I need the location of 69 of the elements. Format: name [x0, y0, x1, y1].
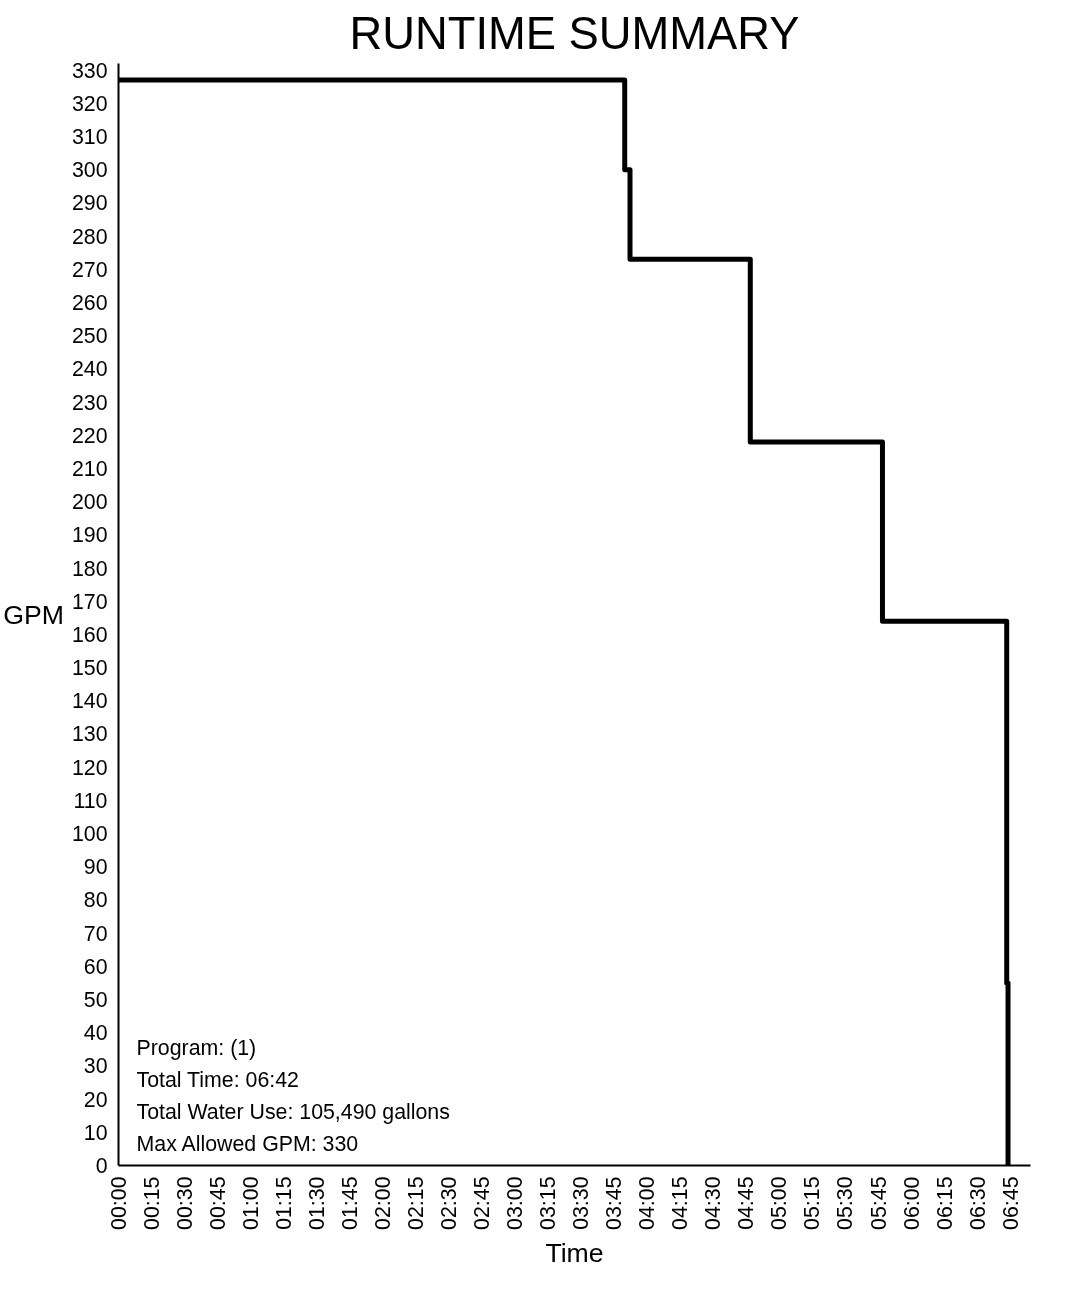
y-tick-label: 20	[83, 1087, 108, 1112]
y-tick-label: 230	[71, 390, 108, 415]
y-tick-label: 110	[73, 788, 108, 813]
y-tick-label: 40	[83, 1021, 108, 1046]
y-tick-label: 160	[71, 622, 108, 647]
y-tick-label: 260	[71, 290, 108, 315]
y-tick-label: 50	[83, 988, 108, 1013]
x-axis-title: Time	[545, 1237, 604, 1268]
y-tick-label: 330	[71, 58, 108, 83]
x-tick-label: 00:30	[172, 1176, 197, 1230]
y-tick-label: 100	[71, 822, 108, 847]
x-tick-label: 04:00	[635, 1176, 660, 1230]
x-tick-label: 02:00	[370, 1176, 395, 1230]
x-tick-label: 03:45	[602, 1176, 627, 1230]
y-tick-label: 10	[83, 1120, 108, 1145]
x-tick-label: 05:30	[833, 1176, 858, 1230]
x-tick-label: 06:30	[965, 1176, 990, 1230]
x-tick-label: 03:00	[503, 1176, 528, 1230]
y-tick-label: 80	[83, 888, 108, 913]
x-tick-label: 05:45	[866, 1176, 891, 1230]
y-tick-label: 220	[71, 423, 108, 448]
y-tick-label: 70	[83, 921, 108, 946]
y-tick-label: 320	[71, 91, 108, 116]
x-tick-label: 01:45	[337, 1176, 362, 1230]
x-tick-label: 01:30	[304, 1176, 329, 1230]
y-tick-label: 240	[71, 357, 108, 382]
x-tick-label: 00:45	[205, 1176, 230, 1230]
x-tick-label: 01:00	[238, 1176, 263, 1230]
x-tick-label: 06:00	[899, 1176, 924, 1230]
y-tick-label: 60	[83, 954, 108, 979]
x-tick-label: 03:15	[536, 1176, 561, 1230]
x-tick-label: 04:30	[701, 1176, 726, 1230]
annotation: Total Water Use: 105,490 gallons	[136, 1099, 450, 1124]
x-tick-label: 00:00	[106, 1176, 131, 1230]
x-tick-label: 04:45	[734, 1176, 759, 1230]
y-tick-label: 210	[71, 456, 108, 481]
y-tick-label: 290	[71, 191, 108, 216]
x-tick-label: 01:15	[271, 1176, 296, 1230]
y-tick-label: 250	[71, 324, 108, 349]
y-tick-label: 150	[71, 656, 108, 681]
x-tick-label: 03:30	[569, 1176, 594, 1230]
x-tick-label: 04:15	[668, 1176, 693, 1230]
x-tick-label: 02:45	[469, 1176, 494, 1230]
y-tick-label: 270	[71, 257, 108, 282]
chart-title: RUNTIME SUMMARY	[349, 7, 800, 59]
y-tick-label: 180	[71, 556, 108, 581]
annotation: Max Allowed GPM: 330	[136, 1131, 359, 1156]
y-tick-label: 280	[71, 224, 108, 249]
x-tick-label: 05:00	[767, 1176, 792, 1230]
x-tick-label: 06:15	[932, 1176, 957, 1230]
x-tick-label: 02:30	[436, 1176, 461, 1230]
y-axis-title: GPM	[3, 599, 64, 630]
annotation: Total Time: 06:42	[136, 1067, 299, 1092]
y-tick-label: 120	[71, 755, 108, 780]
x-tick-label: 00:15	[139, 1176, 164, 1230]
x-tick-label: 05:15	[800, 1176, 825, 1230]
y-tick-label: 140	[71, 689, 108, 714]
x-tick-label: 02:15	[403, 1176, 428, 1230]
x-tick-label: 06:45	[998, 1176, 1023, 1230]
y-tick-label: 190	[71, 523, 108, 548]
y-tick-label: 300	[71, 158, 108, 183]
annotation: Program: (1)	[136, 1035, 257, 1060]
y-tick-label: 310	[71, 125, 108, 150]
y-tick-label: 90	[83, 855, 108, 880]
y-tick-label: 130	[71, 722, 108, 747]
y-tick-label: 30	[83, 1054, 108, 1079]
y-tick-label: 170	[71, 589, 108, 614]
y-tick-label: 0	[95, 1154, 108, 1178]
y-tick-label: 200	[71, 490, 108, 515]
